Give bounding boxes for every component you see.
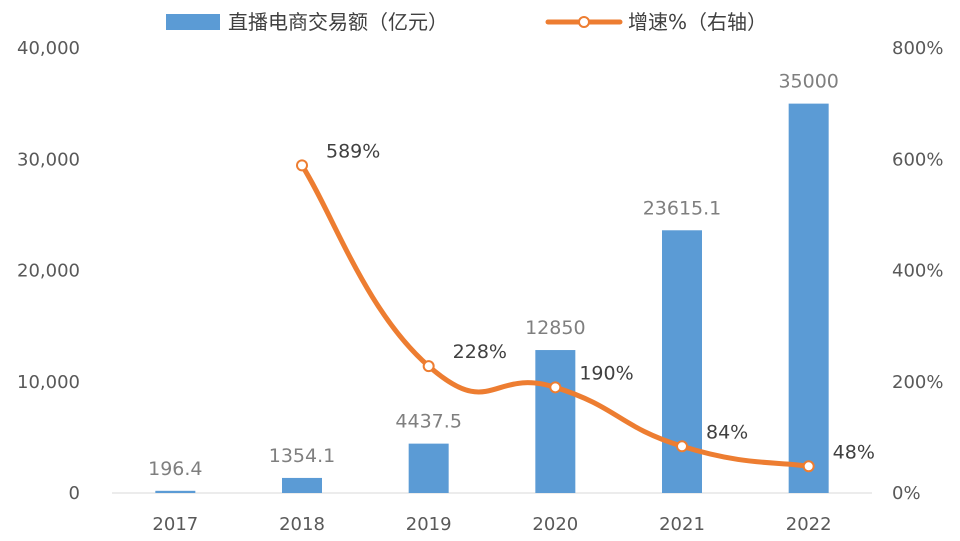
left-axis-tick-label: 30,000	[17, 149, 80, 170]
bar	[662, 230, 702, 493]
growth-point	[676, 440, 688, 453]
legend-line-label: 增速%（右轴）	[628, 10, 767, 34]
right-axis-tick-label: 200%	[892, 372, 943, 393]
bar-data-label: 4437.5	[395, 411, 461, 433]
right-axis-tick-label: 800%	[892, 38, 943, 59]
growth-point	[296, 159, 308, 172]
x-axis-tick-label: 2021	[659, 514, 705, 535]
bar	[535, 350, 576, 493]
right-axis-tick-label: 600%	[892, 149, 943, 170]
right-axis-tick-label: 0%	[892, 483, 921, 504]
bar	[788, 103, 829, 493]
legend-line-marker	[578, 16, 590, 28]
growth-data-label: 84%	[706, 421, 748, 443]
growth-data-label: 190%	[579, 362, 633, 384]
bar	[408, 443, 449, 493]
x-axis-tick-label: 2017	[152, 514, 198, 535]
bar-data-label: 12850	[525, 317, 585, 339]
x-axis-tick-label: 2020	[532, 514, 578, 535]
left-axis-tick-label: 20,000	[17, 261, 80, 282]
growth-point	[422, 360, 435, 373]
bar-data-label: 196.4	[148, 458, 202, 480]
legend-bar-swatch	[166, 14, 220, 30]
x-axis-tick-label: 2022	[786, 514, 832, 535]
bar	[282, 477, 322, 493]
left-axis-tick-label: 10,000	[17, 372, 80, 393]
growth-data-label: 589%	[326, 140, 380, 162]
left-axis-tick-label: 0	[69, 483, 80, 504]
growth-line	[299, 162, 812, 469]
right-axis-tick-label: 400%	[892, 261, 943, 282]
x-axis-tick-label: 2018	[279, 514, 325, 535]
growth-data-label: 228%	[453, 341, 507, 363]
growth-data-label: 48%	[833, 441, 875, 463]
legend-bar-label: 直播电商交易额（亿元）	[228, 10, 448, 34]
growth-point	[802, 460, 815, 473]
x-axis-tick-label: 2019	[406, 514, 452, 535]
bar	[155, 490, 196, 493]
left-axis-tick-label: 40,000	[17, 38, 80, 59]
bar-data-label: 35000	[778, 71, 838, 93]
bar-data-label: 23615.1	[643, 197, 722, 219]
growth-point	[549, 381, 562, 394]
bar-data-label: 1354.1	[269, 445, 335, 467]
